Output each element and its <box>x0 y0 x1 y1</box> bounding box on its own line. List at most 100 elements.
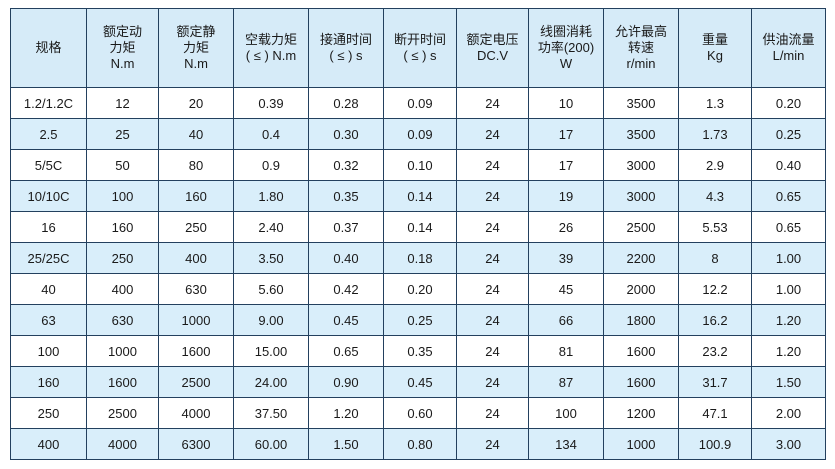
table-cell: 2500 <box>158 366 234 398</box>
table-cell: 9.00 <box>233 304 309 336</box>
table-cell: 100.9 <box>678 428 752 460</box>
table-cell: 1.00 <box>751 273 826 305</box>
table-cell: 2.00 <box>751 397 826 429</box>
table-cell: 160 <box>10 366 87 398</box>
table-cell: 40 <box>10 273 87 305</box>
table-cell: 50 <box>86 149 159 181</box>
table-cell: 2200 <box>603 242 679 274</box>
table-cell: 1.80 <box>233 180 309 212</box>
table-cell: 1000 <box>86 335 159 367</box>
table-cell: 0.28 <box>308 87 384 119</box>
table-cell: 160 <box>86 211 159 243</box>
header-cell: 空载力矩( ≤ ) N.m <box>233 8 309 88</box>
table-cell: 1200 <box>603 397 679 429</box>
header-cell: 断开时间( ≤ ) s <box>383 8 457 88</box>
table-cell: 0.32 <box>308 149 384 181</box>
header-line: Kg <box>707 48 723 63</box>
table-cell: 4.3 <box>678 180 752 212</box>
table-cell: 87 <box>528 366 604 398</box>
table-cell: 47.1 <box>678 397 752 429</box>
table-cell: 2.9 <box>678 149 752 181</box>
table-cell: 5.53 <box>678 211 752 243</box>
header-line: ( ≤ ) s <box>403 48 437 63</box>
table-cell: 0.35 <box>383 335 457 367</box>
header-cell: 接通时间( ≤ ) s <box>308 8 384 88</box>
table-cell: 0.65 <box>751 211 826 243</box>
header-line: 允许最高 <box>614 24 667 39</box>
table-cell: 25/25C <box>10 242 87 274</box>
header-line: 重量 <box>701 32 728 47</box>
table-cell: 6300 <box>158 428 234 460</box>
table-cell: 2.40 <box>233 211 309 243</box>
header-line: r/min <box>626 56 656 71</box>
header-line: 转速 <box>627 40 654 55</box>
table-cell: 3000 <box>603 180 679 212</box>
table-cell: 1.50 <box>308 428 384 460</box>
table-cell: 0.37 <box>308 211 384 243</box>
header-line: 供油流量 <box>762 32 815 47</box>
table-cell: 0.45 <box>308 304 384 336</box>
table-cell: 0.42 <box>308 273 384 305</box>
header-line: 线圈消耗 <box>539 24 592 39</box>
table-cell: 0.09 <box>383 118 457 150</box>
table-cell: 12.2 <box>678 273 752 305</box>
table-cell: 1600 <box>603 335 679 367</box>
table-cell: 81 <box>528 335 604 367</box>
header-cell: 供油流量 L/min <box>751 8 826 88</box>
table-cell: 39 <box>528 242 604 274</box>
table-cell: 400 <box>10 428 87 460</box>
header-line: 接通时间 <box>319 32 372 47</box>
table-cell: 12 <box>86 87 159 119</box>
table-cell: 19 <box>528 180 604 212</box>
table-cell: 3.00 <box>751 428 826 460</box>
table-cell: 250 <box>86 242 159 274</box>
table-cell: 0.14 <box>383 211 457 243</box>
header-line: 功率(200) <box>537 40 595 55</box>
table-cell: 4000 <box>86 428 159 460</box>
header-line: ( ≤ ) N.m <box>245 48 297 63</box>
header-line: 空载力矩 <box>244 32 297 47</box>
table-row: 1.2/1.2C 12 20 0.39 0.28 0.09 24 10 3500 1.3 0.20 <box>10 87 826 119</box>
table-cell: 0.45 <box>383 366 457 398</box>
table-cell: 400 <box>158 242 234 274</box>
table-cell: 63 <box>10 304 87 336</box>
table-cell: 1600 <box>158 335 234 367</box>
table-cell: 24 <box>456 180 529 212</box>
table-cell: 24.00 <box>233 366 309 398</box>
table-cell: 1.2/1.2C <box>10 87 87 119</box>
table-cell: 1600 <box>603 366 679 398</box>
header-line: 额定静 <box>176 24 216 39</box>
header-line: 额定动 <box>102 24 142 39</box>
table-cell: 630 <box>158 273 234 305</box>
table-cell: 24 <box>456 397 529 429</box>
table-cell: 0.20 <box>751 87 826 119</box>
spec-table-container: 规格 额定动 力矩 N.m 额定静 力矩 N.m 空载力矩( ≤ ) N.m 接通时间( ≤ )… <box>10 8 826 460</box>
table-row: 40 400 630 5.60 0.42 0.20 24 45 2000 12.2 1.00 <box>10 273 826 305</box>
header-line: N.m <box>110 56 135 71</box>
table-cell: 60.00 <box>233 428 309 460</box>
table-cell: 1.3 <box>678 87 752 119</box>
table-cell: 2500 <box>86 397 159 429</box>
table-cell: 24 <box>456 87 529 119</box>
table-cell: 0.30 <box>308 118 384 150</box>
header-cell: 额定动 力矩 N.m <box>86 8 159 88</box>
table-cell: 3500 <box>603 87 679 119</box>
table-cell: 0.18 <box>383 242 457 274</box>
table-cell: 160 <box>158 180 234 212</box>
table-cell: 0.4 <box>233 118 309 150</box>
table-cell: 0.35 <box>308 180 384 212</box>
table-cell: 0.14 <box>383 180 457 212</box>
header-cell: 线圈消耗 功率(200) W <box>528 8 604 88</box>
table-cell: 80 <box>158 149 234 181</box>
table-cell: 24 <box>456 428 529 460</box>
table-cell: 1.50 <box>751 366 826 398</box>
table-cell: 24 <box>456 335 529 367</box>
table-cell: 250 <box>10 397 87 429</box>
table-cell: 2500 <box>603 211 679 243</box>
table-cell: 26 <box>528 211 604 243</box>
table-cell: 0.10 <box>383 149 457 181</box>
table-cell: 24 <box>456 273 529 305</box>
table-cell: 0.40 <box>751 149 826 181</box>
header-cell: 额定静 力矩 N.m <box>158 8 234 88</box>
table-cell: 1000 <box>603 428 679 460</box>
